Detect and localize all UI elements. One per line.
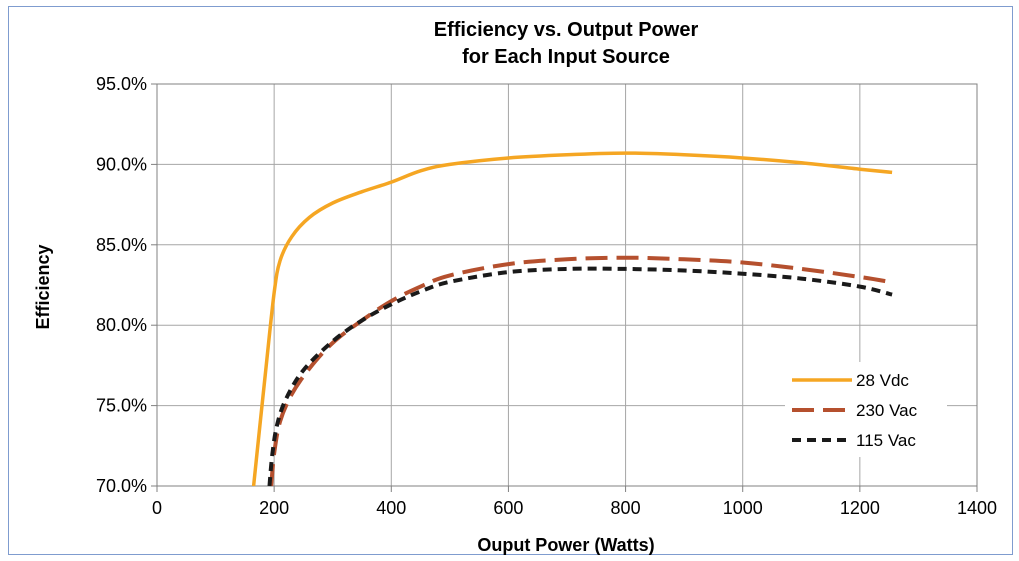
chart-title-line-1: Efficiency vs. Output Power xyxy=(434,19,699,41)
legend-label-1: 230 Vac xyxy=(856,401,918,420)
y-tick-label: 85.0% xyxy=(96,235,147,255)
series-line-0 xyxy=(251,151,893,487)
x-tick-label: 1200 xyxy=(840,498,880,518)
legend-label-0: 28 Vdc xyxy=(856,371,909,390)
series-line-1 xyxy=(269,255,890,487)
y-tick-label: 75.0% xyxy=(96,396,147,416)
legend-label-2: 115 Vac xyxy=(856,431,916,450)
x-axis-label: Ouput Power (Watts) xyxy=(477,535,654,555)
chart-border xyxy=(8,6,1013,555)
y-tick-label: 70.0% xyxy=(96,476,147,496)
x-axis-ticks: 0 200 400 600 800 1000 1200 1400 xyxy=(152,486,997,518)
x-tick-label: 400 xyxy=(376,498,406,518)
x-tick-label: 1000 xyxy=(723,498,763,518)
y-tick-label: 95.0% xyxy=(96,74,147,94)
chart-title-line-2: for Each Input Source xyxy=(462,46,670,68)
y-tick-label: 80.0% xyxy=(96,315,147,335)
x-tick-label: 1400 xyxy=(957,498,997,518)
y-axis-ticks: 70.0% 75.0% 80.0% 85.0% 90.0% 95.0% xyxy=(96,74,157,496)
y-tick-label: 90.0% xyxy=(96,154,147,174)
x-tick-label: 800 xyxy=(611,498,641,518)
y-axis-label: Efficiency xyxy=(33,244,53,329)
legend[interactable]: 28 Vdc 230 Vac 115 Vac xyxy=(785,362,947,457)
x-tick-label: 200 xyxy=(259,498,289,518)
series-lines xyxy=(251,151,893,487)
x-tick-label: 0 xyxy=(152,498,162,518)
x-tick-label: 600 xyxy=(493,498,523,518)
plot-area xyxy=(156,83,978,487)
